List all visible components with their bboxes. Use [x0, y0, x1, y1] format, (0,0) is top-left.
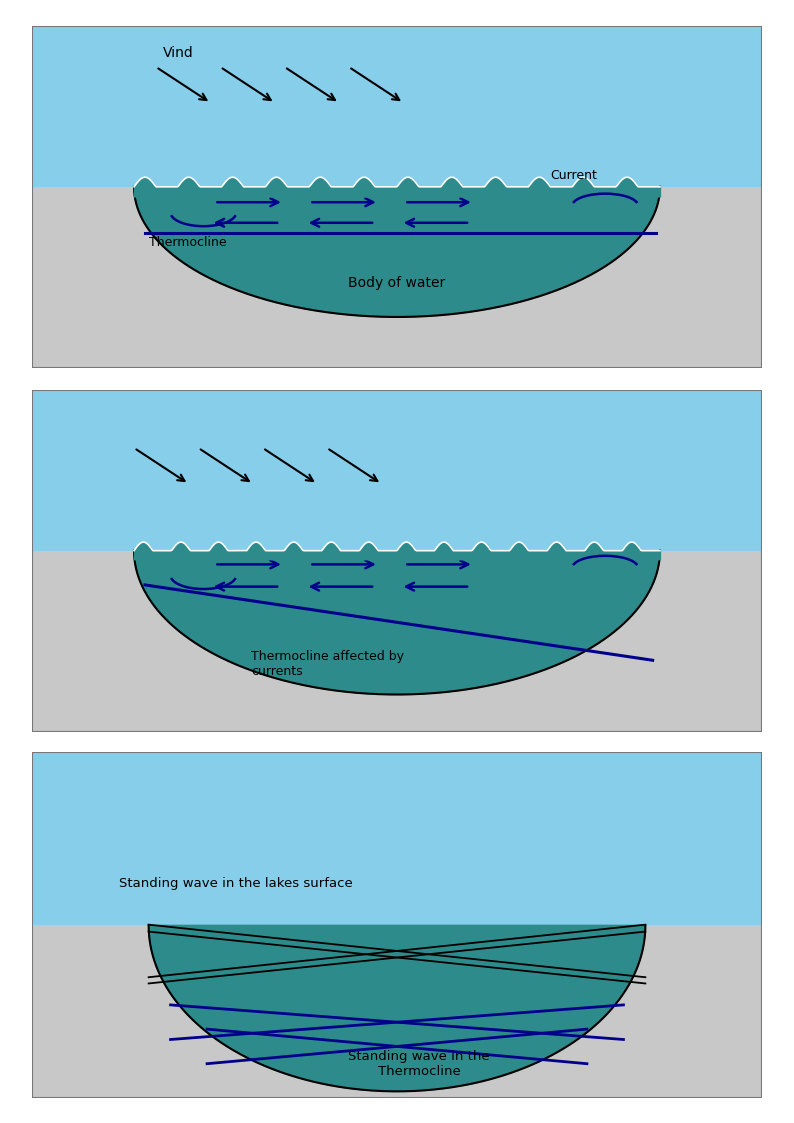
- Polygon shape: [134, 550, 660, 694]
- Text: Thermocline: Thermocline: [148, 236, 226, 249]
- Text: Standing wave in the lakes surface: Standing wave in the lakes surface: [119, 877, 353, 891]
- Bar: [32, 390, 762, 550]
- Text: Vind: Vind: [164, 46, 194, 60]
- Bar: [32, 752, 762, 925]
- Text: Body of water: Body of water: [349, 276, 445, 290]
- Bar: [32, 26, 762, 186]
- Text: Standing wave in the
Thermocline: Standing wave in the Thermocline: [348, 1050, 490, 1078]
- Text: Thermocline affected by
currents: Thermocline affected by currents: [251, 650, 404, 678]
- Polygon shape: [134, 186, 660, 317]
- Text: Current: Current: [550, 170, 597, 182]
- Polygon shape: [148, 925, 646, 1092]
